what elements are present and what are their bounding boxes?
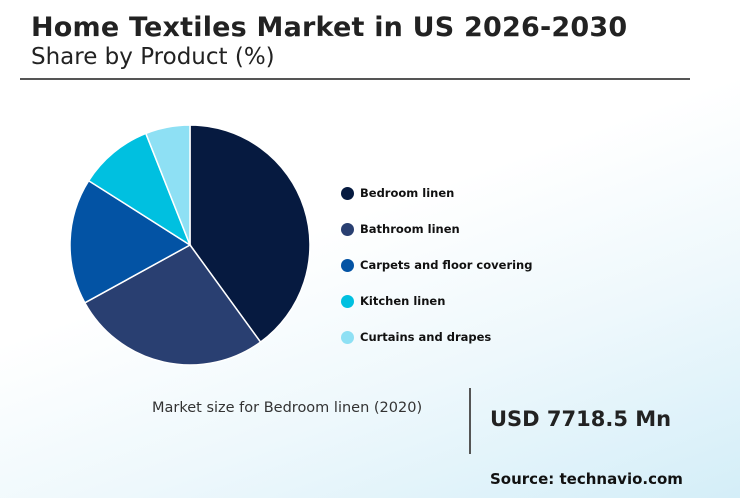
- market-size-label: Market size for Bedroom linen (2020): [152, 400, 423, 416]
- legend-swatch: [341, 222, 354, 236]
- legend-swatch: [341, 330, 354, 344]
- legend-item-carpets-and-floor-covering: Carpets and floor covering: [341, 247, 532, 283]
- legend-swatch: [341, 258, 354, 272]
- chart-legend: Bedroom linen Bathroom linen Carpets and f…: [341, 175, 532, 355]
- legend-item-kitchen-linen: Kitchen linen: [341, 283, 532, 319]
- market-size-value: USD 7718.5 Mn: [490, 407, 672, 431]
- pie-slice-bathroom-linen: [83, 244, 262, 366]
- legend-swatch: [341, 294, 354, 308]
- legend-item-bathroom-linen: Bathroom linen: [341, 211, 532, 247]
- pie-slice-curtains-and-drapes: [144, 124, 191, 246]
- chart-subtitle: Share by Product (%): [31, 44, 275, 70]
- pie-slice-bedroom-linen: [189, 124, 311, 344]
- legend-label: Kitchen linen: [360, 294, 446, 308]
- legend-label: Curtains and drapes: [360, 330, 492, 344]
- legend-item-curtains-and-drapes: Curtains and drapes: [341, 319, 532, 355]
- chart-title: Home Textiles Market in US 2026-2030: [31, 12, 628, 43]
- legend-label: Carpets and floor covering: [360, 258, 533, 272]
- source-credit: Source: technavio.com: [490, 470, 683, 488]
- legend-swatch: [341, 186, 354, 200]
- legend-item-bedroom-linen: Bedroom linen: [341, 175, 532, 211]
- legend-label: Bathroom linen: [360, 222, 460, 236]
- title-divider: [20, 78, 690, 80]
- legend-label: Bedroom linen: [360, 186, 455, 200]
- pie-slice-kitchen-linen: [87, 132, 192, 247]
- callout-divider: [469, 388, 471, 454]
- pie-slice-carpets-and-floor-covering: [69, 179, 192, 304]
